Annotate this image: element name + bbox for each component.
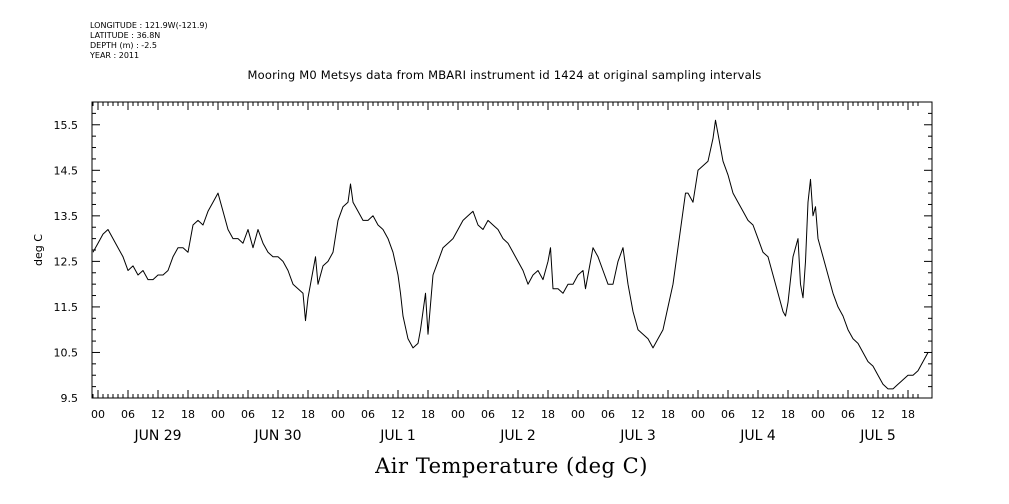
latitude-text: LATITUDE : 36.8N — [90, 31, 161, 40]
metadata-header: LONGITUDE : 121.9W(-121.9) LATITUDE : 36… — [90, 21, 208, 61]
x-tick-label: 12 — [271, 408, 285, 421]
x-tick-label: 00 — [811, 408, 825, 421]
y-tick-label: 11.5 — [54, 301, 79, 314]
x-tick-label: 12 — [391, 408, 405, 421]
y-tick-label: 14.5 — [54, 164, 79, 177]
x-tick-label: 18 — [181, 408, 195, 421]
x-day-label: JUL 1 — [379, 428, 416, 444]
y-tick-label: 12.5 — [54, 255, 79, 268]
x-tick-label: 18 — [661, 408, 675, 421]
x-tick-label: 06 — [481, 408, 495, 421]
x-tick-label: 06 — [841, 408, 855, 421]
longitude-text: LONGITUDE : 121.9W(-121.9) — [90, 21, 208, 30]
x-tick-label: 06 — [241, 408, 255, 421]
x-tick-label: 00 — [91, 408, 105, 421]
x-tick-label: 18 — [421, 408, 435, 421]
x-tick-label: 12 — [511, 408, 525, 421]
x-day-label: JUN 29 — [133, 428, 181, 444]
x-day-label: JUL 2 — [499, 428, 536, 444]
y-tick-label: 10.5 — [54, 346, 79, 359]
x-axis-label: Air Temperature (deg C) — [375, 454, 648, 478]
x-tick-label: 18 — [781, 408, 795, 421]
x-day-label: JUL 3 — [619, 428, 656, 444]
x-day-label: JUL 5 — [859, 428, 896, 444]
x-tick-label: 00 — [211, 408, 225, 421]
x-day-label: JUL 4 — [739, 428, 776, 444]
depth-text: DEPTH (m) : -2.5 — [90, 41, 157, 50]
x-tick-label: 12 — [151, 408, 165, 421]
x-tick-label: 06 — [361, 408, 375, 421]
x-tick-label: 06 — [601, 408, 615, 421]
x-tick-label: 12 — [631, 408, 645, 421]
y-tick-label: 13.5 — [54, 210, 79, 223]
chart-title: Mooring M0 Metsys data from MBARI instru… — [247, 68, 762, 82]
x-tick-label: 12 — [751, 408, 765, 421]
y-tick-label: 9.5 — [61, 392, 79, 405]
y-axis-label: deg C — [32, 234, 45, 266]
x-tick-label: 12 — [871, 408, 885, 421]
x-tick-label: 18 — [301, 408, 315, 421]
x-tick-label: 06 — [721, 408, 735, 421]
x-tick-label: 00 — [451, 408, 465, 421]
temperature-line — [92, 119, 929, 390]
y-tick-label: 15.5 — [54, 119, 79, 132]
x-tick-label: 18 — [541, 408, 555, 421]
x-day-label: JUN 30 — [253, 428, 301, 444]
x-tick-label: 06 — [121, 408, 135, 421]
x-tick-label: 00 — [331, 408, 345, 421]
year-text: YEAR : 2011 — [90, 51, 140, 60]
x-tick-label: 00 — [571, 408, 585, 421]
x-tick-label: 00 — [691, 408, 705, 421]
x-tick-label: 18 — [901, 408, 915, 421]
